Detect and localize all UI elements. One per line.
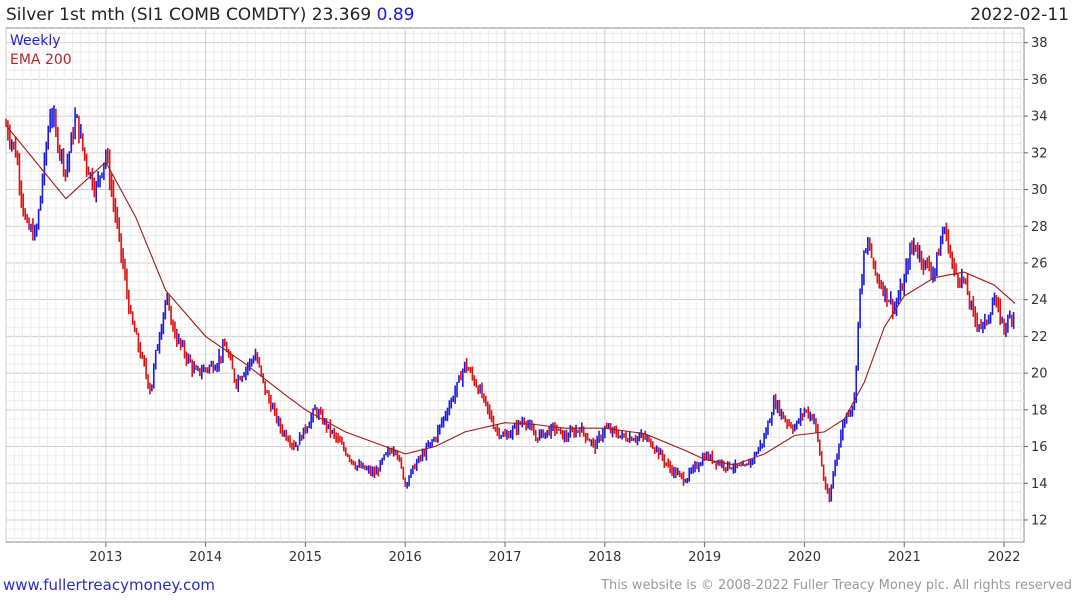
x-tick-label: 2020 (788, 550, 821, 565)
y-tick-label: 18 (1031, 403, 1048, 418)
legend-ema: EMA 200 (10, 52, 72, 68)
x-tick-label: 2013 (89, 550, 122, 565)
x-tick-label: 2016 (389, 550, 422, 565)
x-tick-label: 2018 (588, 550, 621, 565)
chart-title: Silver 1st mth (SI1 COMB COMDTY) 23.369 … (6, 5, 415, 25)
site-link[interactable]: www.fullertreacymoney.com (3, 576, 216, 594)
y-tick-label: 32 (1031, 146, 1048, 161)
copyright-text: This website is © 2008-2022 Fuller Treac… (601, 578, 1072, 593)
y-tick-label: 16 (1031, 440, 1048, 455)
x-tick-label: 2015 (289, 550, 322, 565)
price-change: 0.89 (376, 5, 415, 25)
y-tick-label: 30 (1031, 183, 1048, 198)
title-text: Silver 1st mth (SI1 COMB COMDTY) 23.369 (6, 5, 372, 25)
y-tick-label: 20 (1031, 367, 1048, 382)
y-tick-label: 24 (1031, 293, 1048, 308)
y-tick-label: 12 (1031, 513, 1048, 528)
x-tick-label: 2022 (987, 550, 1020, 565)
ema-200-line (5, 124, 1016, 466)
y-tick-label: 36 (1031, 73, 1048, 88)
y-tick-label: 22 (1031, 330, 1048, 345)
y-tick-label: 34 (1031, 110, 1048, 125)
y-tick-label: 14 (1031, 477, 1048, 492)
legend: Weekly EMA 200 (10, 32, 72, 70)
y-tick-label: 38 (1031, 36, 1048, 51)
y-tick-label: 28 (1031, 220, 1048, 235)
chart-date: 2022-02-11 (970, 5, 1069, 25)
x-tick-label: 2019 (688, 550, 721, 565)
legend-weekly: Weekly (10, 33, 61, 49)
x-tick-label: 2014 (189, 550, 222, 565)
x-tick-label: 2021 (888, 550, 921, 565)
y-tick-label: 26 (1031, 256, 1048, 271)
x-tick-label: 2017 (488, 550, 521, 565)
